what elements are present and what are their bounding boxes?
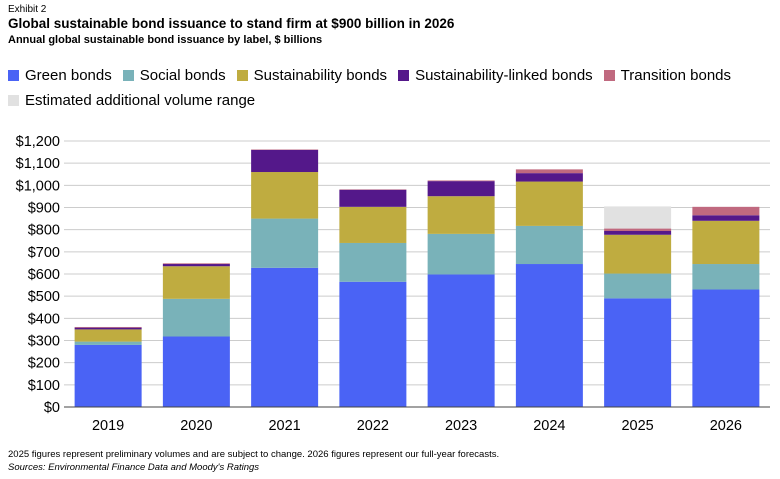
- bar-segment-transition-2024: [515, 169, 583, 174]
- chart-legend: Green bonds Social bonds Sustainability …: [8, 64, 778, 114]
- y-tick-label: $300: [28, 334, 60, 350]
- bar-segment-transition-2023: [427, 180, 495, 182]
- legend-item-estimated: Estimated additional volume range: [8, 92, 255, 109]
- x-tick-label: 2026: [710, 418, 742, 434]
- bar-segment-social-2026: [692, 264, 760, 290]
- legend-item-green: Green bonds: [8, 67, 112, 84]
- bar-segment-green-2021: [251, 267, 319, 407]
- bar-segment-social-2019: [74, 341, 142, 345]
- legend-label-green: Green bonds: [25, 66, 112, 84]
- y-tick-label: $200: [28, 356, 60, 372]
- legend-label-transition: Transition bonds: [620, 66, 732, 84]
- legend-label-sustainability: Sustainability bonds: [253, 66, 388, 84]
- bar-segment-transition-2019: [74, 326, 142, 328]
- bar-segment-linked-2023: [427, 181, 495, 197]
- bar-segment-estimated-2025: [604, 206, 672, 229]
- bar-segment-social-2020: [162, 298, 230, 337]
- bar-segment-green-2019: [74, 344, 142, 407]
- legend-swatch-linked: [398, 69, 410, 81]
- bar-segment-sustainability-2025: [604, 234, 672, 274]
- bar-segment-linked-2022: [339, 189, 407, 207]
- bar-segment-transition-2020: [162, 263, 230, 265]
- bar-segment-social-2021: [251, 218, 319, 268]
- y-tick-label: $500: [28, 289, 60, 305]
- legend-item-sustainability: Sustainability bonds: [236, 66, 388, 84]
- legend-row-1: Green bonds Social bonds Sustainability …: [8, 64, 778, 86]
- bar-segment-green-2020: [162, 336, 230, 407]
- x-tick-label: 2020: [180, 418, 212, 434]
- y-tick-label: $1,100: [16, 156, 60, 172]
- legend-row-2: Estimated additional volume range: [8, 89, 778, 111]
- x-tick-label: 2019: [92, 418, 124, 434]
- y-tick-label: $1,000: [16, 178, 60, 194]
- chart-title: Global sustainable bond issuance to stan…: [8, 16, 455, 31]
- bar-segment-sustainability-2026: [692, 220, 760, 265]
- bar-segment-transition-2025: [604, 228, 672, 231]
- legend-swatch-social: [122, 69, 134, 81]
- bar-segment-sustainability-2019: [74, 329, 142, 342]
- legend-item-social: Social bonds: [122, 66, 226, 84]
- y-tick-label: $700: [28, 245, 60, 261]
- bar-segment-linked-2021: [251, 149, 319, 173]
- legend-swatch-green: [8, 69, 19, 81]
- y-tick-label: $100: [28, 378, 60, 394]
- legend-label-linked: Sustainability-linked bonds: [415, 66, 593, 84]
- bar-segment-green-2025: [604, 298, 672, 407]
- legend-swatch-estimated: [8, 94, 19, 106]
- bar-segment-linked-2020: [162, 264, 230, 267]
- footnote: 2025 figures represent preliminary volum…: [8, 449, 500, 460]
- x-tick-label: 2022: [357, 418, 389, 434]
- x-tick-label: 2021: [268, 418, 300, 434]
- bar-segment-sustainability-2022: [339, 206, 407, 243]
- exhibit-label: Exhibit 2: [8, 4, 47, 15]
- bar-segment-green-2026: [692, 289, 760, 407]
- bar-segment-linked-2025: [604, 230, 672, 235]
- bar-segment-sustainability-2021: [251, 172, 319, 219]
- y-tick-label: $1,200: [16, 134, 60, 150]
- y-tick-label: $400: [28, 311, 60, 327]
- x-tick-label: 2024: [533, 418, 565, 434]
- bar-segment-social-2024: [515, 225, 583, 265]
- bar-segment-social-2025: [604, 273, 672, 299]
- bar-segment-social-2022: [339, 242, 407, 282]
- stacked-bar-chart: $0 $100 $200 $300 $400 $500 $600 $700 $800 $900 $1…: [16, 134, 770, 434]
- y-tick-label: $900: [28, 201, 60, 217]
- y-tick-label: $600: [28, 267, 60, 283]
- y-tick-label: $800: [28, 223, 60, 239]
- bar-segment-social-2023: [427, 233, 495, 275]
- legend-label-estimated: Estimated additional volume range: [25, 91, 256, 109]
- legend-item-linked: Sustainability-linked bonds: [398, 67, 593, 84]
- y-tick-label: $0: [44, 400, 60, 416]
- x-tick-label: 2023: [445, 418, 477, 434]
- legend-label-social: Social bonds: [139, 66, 226, 84]
- legend-swatch-transition: [603, 69, 615, 81]
- bar-segment-linked-2019: [74, 327, 142, 330]
- bar-segment-green-2022: [339, 281, 407, 407]
- x-tick-label: 2025: [621, 418, 653, 434]
- bar-segment-green-2023: [427, 274, 495, 407]
- bar-segment-linked-2024: [515, 173, 583, 182]
- legend-item-transition: Transition bonds: [603, 66, 732, 84]
- sources: Sources: Environmental Finance Data and …: [8, 462, 260, 473]
- bar-segment-sustainability-2023: [427, 196, 495, 234]
- bar-segment-sustainability-2020: [162, 266, 230, 299]
- bar-segment-transition-2026: [692, 206, 760, 216]
- bar-segment-linked-2026: [692, 215, 760, 221]
- chart-subtitle: Annual global sustainable bond issuance …: [8, 34, 323, 46]
- legend-swatch-sustainability: [236, 69, 248, 81]
- bar-segment-green-2024: [515, 264, 583, 407]
- bar-segment-sustainability-2024: [515, 181, 583, 226]
